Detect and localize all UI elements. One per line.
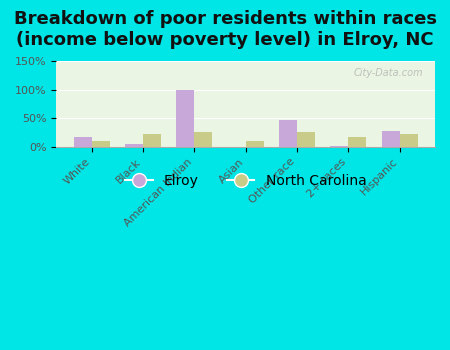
Bar: [400, 134, 418, 147]
Bar: [279, 120, 297, 147]
Bar: [125, 144, 143, 147]
Legend: Elroy, North Carolina: Elroy, North Carolina: [120, 168, 372, 193]
Bar: [246, 141, 264, 147]
Text: City-Data.com: City-Data.com: [354, 68, 423, 78]
Bar: [73, 136, 91, 147]
Bar: [348, 136, 366, 147]
Bar: [176, 90, 194, 147]
Bar: [330, 146, 348, 147]
Bar: [143, 134, 161, 147]
Text: Breakdown of poor residents within races
(income below poverty level) in Elroy, : Breakdown of poor residents within races…: [14, 10, 436, 49]
Bar: [297, 132, 315, 147]
Bar: [194, 132, 212, 147]
Bar: [382, 131, 400, 147]
Bar: [91, 141, 109, 147]
